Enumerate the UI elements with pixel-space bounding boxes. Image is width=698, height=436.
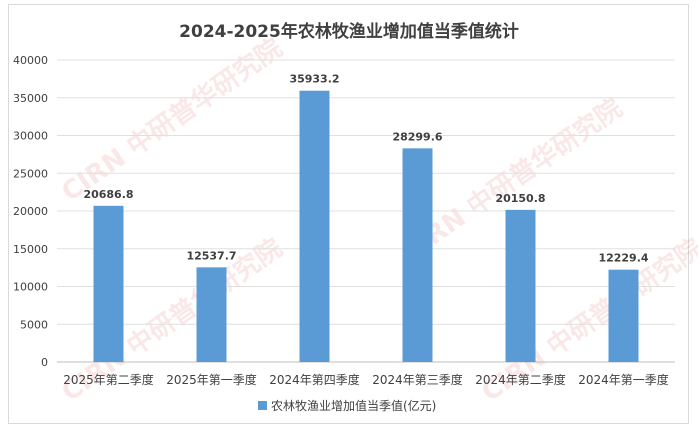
bar <box>196 267 227 362</box>
y-tick-label: 10000 <box>13 281 48 294</box>
data-label: 20686.8 <box>83 188 133 201</box>
legend-label: 农林牧渔业增加值当季值(亿元) <box>271 398 436 413</box>
bar <box>608 269 639 362</box>
x-tick-label: 2024年第四季度 <box>269 372 360 387</box>
x-tick-label: 2025年第二季度 <box>63 372 154 387</box>
y-tick-label: 30000 <box>13 130 48 143</box>
chart-frame <box>8 4 689 424</box>
x-tick-label: 2024年第一季度 <box>578 372 669 387</box>
data-label: 28299.6 <box>392 130 442 143</box>
bar <box>299 90 330 362</box>
bar <box>93 205 124 362</box>
x-tick-label: 2024年第三季度 <box>372 372 463 387</box>
y-tick-label: 40000 <box>13 54 48 67</box>
bar <box>505 209 536 362</box>
data-label: 20150.8 <box>495 192 545 205</box>
y-tick-label: 5000 <box>20 318 48 331</box>
data-label: 12537.7 <box>186 249 236 262</box>
bar <box>402 148 433 362</box>
chart-title: 2024-2025年农林牧渔业增加值当季值统计 <box>179 21 519 42</box>
legend-swatch <box>258 401 267 410</box>
data-label: 12229.4 <box>598 252 648 265</box>
y-tick-label: 35000 <box>13 92 48 105</box>
data-label: 35933.2 <box>289 73 339 86</box>
y-tick-label: 25000 <box>13 167 48 180</box>
y-tick-label: 20000 <box>13 205 48 218</box>
x-tick-label: 2025年第一季度 <box>166 372 257 387</box>
y-tick-label: 0 <box>41 356 48 369</box>
x-tick-label: 2024年第二季度 <box>475 372 566 387</box>
y-tick-label: 15000 <box>13 243 48 256</box>
